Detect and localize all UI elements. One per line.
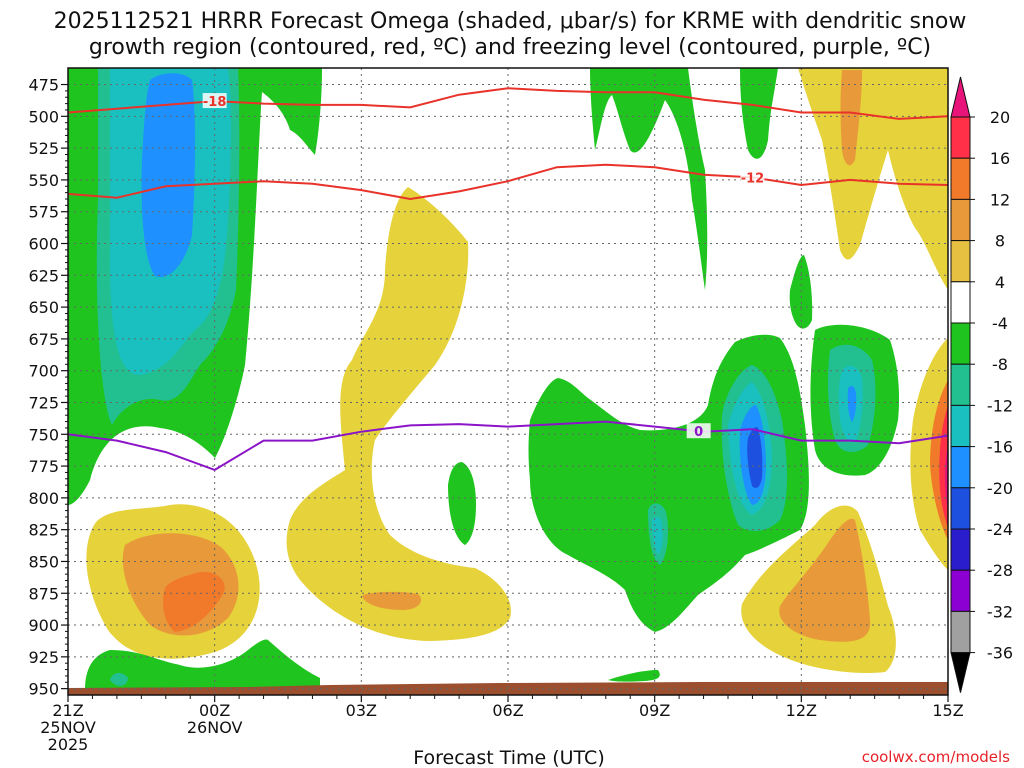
y-tick-label: 775 <box>28 457 59 476</box>
omega-negative-region <box>608 670 660 682</box>
x-axis-label: Forecast Time (UTC) <box>413 747 604 768</box>
colorbar-band <box>950 404 971 448</box>
y-tick-label: 500 <box>28 107 59 126</box>
colorbar-label: -24 <box>987 520 1013 539</box>
omega-positive-region <box>163 571 225 632</box>
omega-negative-region <box>747 427 763 488</box>
contour-line <box>67 163 949 201</box>
colorbar-label: -36 <box>987 644 1013 663</box>
y-tick-label: 850 <box>28 552 59 571</box>
omega-negative-region <box>110 672 128 686</box>
x-tick-label: 21Z <box>52 701 83 720</box>
y-tick-label: 700 <box>28 362 59 381</box>
y-tick-label: 925 <box>28 648 59 667</box>
y-tick-label: 650 <box>28 298 59 317</box>
x-tick-label: 03Z <box>346 701 377 720</box>
omega-negative-region <box>847 386 857 422</box>
y-tick-label: 675 <box>28 330 59 349</box>
contour-label: -18 <box>203 95 227 110</box>
pressure-axis: 475 500 525 550 575 600 625 650 675 700 725 750 775 8… <box>28 76 68 699</box>
colorbar-band <box>950 528 971 571</box>
y-tick-label: 475 <box>28 76 59 95</box>
chart-title-line-2: growth region (contoured, red, ºC) and f… <box>89 35 931 60</box>
colorbar-under-triangle <box>950 652 971 693</box>
omega-positive-region <box>798 68 948 290</box>
colorbar-band <box>950 363 971 406</box>
contour-label-bg <box>686 423 711 439</box>
colorbar-label: -20 <box>987 479 1013 498</box>
x-tick-label: 09Z <box>639 701 670 720</box>
omega-negative-region <box>652 516 663 555</box>
contour-label-bg <box>202 93 227 109</box>
omega-negative-region <box>740 68 778 159</box>
omega-positive-region <box>286 187 511 641</box>
y-tick-label: 950 <box>28 680 59 699</box>
terrain-surface <box>68 682 948 695</box>
colorbar-label: 12 <box>990 190 1010 209</box>
y-tick-label: 575 <box>28 203 59 222</box>
colorbar-band <box>950 281 971 324</box>
colorbar-label: -28 <box>987 561 1013 580</box>
colorbar-band <box>950 487 971 530</box>
colorbar-band <box>950 198 971 242</box>
colorbar-over-triangle <box>950 76 971 118</box>
plot-area: -18 -12 0 <box>67 67 949 696</box>
omega-negative-region <box>448 462 476 545</box>
x-tick-date: 25NOV <box>40 718 96 737</box>
colorbar-label: -16 <box>987 438 1013 457</box>
contour-line <box>67 420 949 472</box>
y-tick-label: 825 <box>28 521 59 540</box>
contour-label: -12 <box>741 171 765 186</box>
omega-shaded-field <box>68 68 948 695</box>
colorbar-label: -4 <box>992 314 1008 333</box>
y-tick-label: 550 <box>28 171 59 190</box>
y-tick-label: 725 <box>28 393 59 412</box>
colorbar-label: -8 <box>992 355 1008 374</box>
colorbar-label: -32 <box>987 602 1013 621</box>
colorbar-band <box>950 322 971 365</box>
colorbar-band <box>950 240 971 283</box>
y-tick-label: 875 <box>28 584 59 603</box>
omega-negative-region <box>85 639 320 695</box>
y-tick-label: 625 <box>28 266 59 285</box>
x-tick-date: 26NOV <box>187 718 243 737</box>
omega-negative-region <box>590 68 708 290</box>
x-tick-label: 15Z <box>932 701 963 720</box>
colorbar-band <box>950 610 971 654</box>
omega-negative-region <box>141 73 195 278</box>
omega-positive-region <box>840 70 862 166</box>
colorbar-band <box>950 116 971 159</box>
colorbar-label: -12 <box>987 396 1013 415</box>
watermark: coolwx.com/models <box>862 748 1010 766</box>
colorbar-band <box>950 157 971 200</box>
colorbar-band <box>950 446 971 489</box>
colorbar-label: 20 <box>990 108 1010 127</box>
colorbar-label: 8 <box>995 232 1005 251</box>
y-tick-label: 800 <box>28 489 59 508</box>
x-tick-label: 00Z <box>199 701 230 720</box>
omega-positive-region <box>779 518 871 642</box>
x-tick-label: 06Z <box>492 701 523 720</box>
y-tick-label: 750 <box>28 425 59 444</box>
y-tick-label: 525 <box>28 139 59 158</box>
chart-title-line-1: 2025112521 HRRR Forecast Omega (shaded, … <box>54 9 967 34</box>
contour-label: 0 <box>694 425 703 440</box>
colorbar-band <box>950 569 971 612</box>
omega-positive-region <box>362 591 422 610</box>
x-tick-label: 12Z <box>786 701 817 720</box>
colorbar-label: 16 <box>990 149 1010 168</box>
colorbar-label: 4 <box>995 273 1005 292</box>
x-tick-year: 2025 <box>48 735 89 754</box>
grid-lines <box>67 68 949 695</box>
colorbar: 20 16 12 8 4 -4 -8 -12 -16 -20 -24 -28 -32 -36 <box>950 76 1013 693</box>
y-tick-label: 900 <box>28 616 59 635</box>
contour-label-bg <box>740 169 765 185</box>
y-tick-label: 600 <box>28 235 59 254</box>
temperature-contours: -18 -12 0 <box>67 87 949 472</box>
